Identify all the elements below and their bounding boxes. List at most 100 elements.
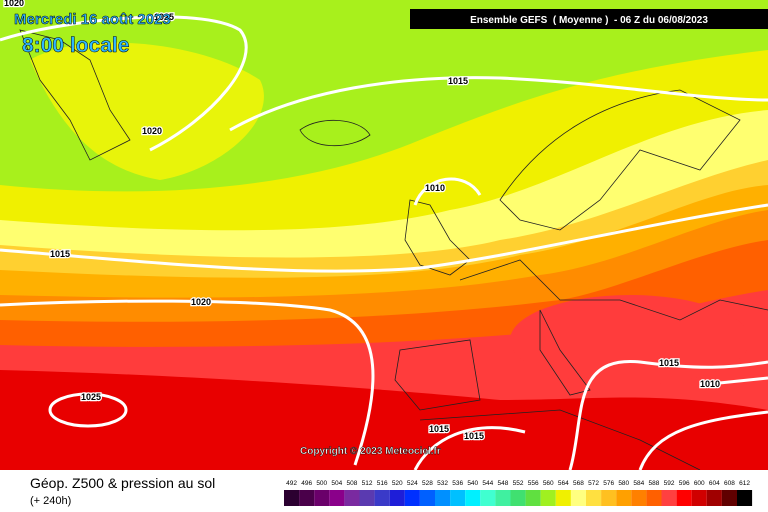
legend-swatch <box>601 490 617 506</box>
legend-label: 508 <box>347 480 358 487</box>
legend-swatch <box>344 490 360 506</box>
isobar-label: 1020 <box>4 0 24 8</box>
forecast-time: 8:00 locale <box>22 34 129 57</box>
legend-label: 504 <box>331 480 342 487</box>
legend-swatch <box>540 490 556 506</box>
forecast-date: Mercredi 16 août 2023 <box>14 11 171 28</box>
legend-swatch <box>389 490 405 506</box>
isobar-label: 1025 <box>154 12 174 22</box>
legend-swatch <box>691 490 707 506</box>
isobar <box>638 410 768 471</box>
legend-label: 500 <box>316 480 327 487</box>
coastline <box>394 259 768 471</box>
isobar-label: 1015 <box>464 431 484 441</box>
legend-label: 596 <box>679 480 690 487</box>
legend-label: 496 <box>301 480 312 487</box>
coastline <box>19 29 131 161</box>
legend-label: 528 <box>422 480 433 487</box>
color-legend: 492 496 500 504 508 512 516 520 524 528 532 536 540 5… <box>284 480 753 506</box>
isobar-label: 1010 <box>700 379 720 389</box>
footer-title: Géop. Z500 & pression au sol <box>30 475 215 491</box>
isobar-labels: 1020 1025 1020 1015 1010 1015 1020 1025 1015 1015… <box>3 0 722 442</box>
legend-label: 520 <box>392 480 403 487</box>
legend-label: 540 <box>467 480 478 487</box>
isobar <box>48 392 128 428</box>
legend-label: 584 <box>633 480 644 487</box>
legend-swatch <box>646 490 662 506</box>
legend-swatch <box>495 490 511 506</box>
legend-swatch <box>419 490 435 506</box>
legend-swatch <box>616 490 632 506</box>
legend-swatch <box>465 490 481 506</box>
coastline <box>299 119 371 147</box>
legend-swatch <box>435 490 451 506</box>
isobar <box>0 15 248 152</box>
legend-swatch <box>450 490 466 506</box>
legend-swatch <box>299 490 315 506</box>
copyright: Copyright © 2023 Meteociel.fr <box>300 446 441 457</box>
legend-swatch <box>586 490 602 506</box>
isobar-label: 1015 <box>429 424 449 434</box>
legend-swatch <box>721 490 737 506</box>
legend-swatch <box>480 490 496 506</box>
legend-label: 608 <box>724 480 735 487</box>
legend-label: 592 <box>664 480 675 487</box>
legend-label: 572 <box>588 480 599 487</box>
coastlines <box>19 29 768 471</box>
legend-label: 580 <box>618 480 629 487</box>
legend-label: 536 <box>452 480 463 487</box>
legend-label: 600 <box>694 480 705 487</box>
legend-swatch <box>284 490 300 506</box>
isobar <box>413 177 482 206</box>
isobar-label: 1020 <box>142 126 162 136</box>
isobar-label: 1020 <box>191 297 211 307</box>
legend-label: 544 <box>482 480 493 487</box>
legend-swatch <box>737 490 753 506</box>
legend-swatch <box>374 490 390 506</box>
isobar-label: 1010 <box>425 183 445 193</box>
legend-label: 492 <box>286 480 297 487</box>
isobar <box>0 203 768 273</box>
legend-label: 548 <box>498 480 509 487</box>
coastline <box>404 199 471 276</box>
run-info: Ensemble GEFS ( Moyenne ) - 06 Z du 06/0… <box>470 15 708 26</box>
legend-swatch <box>525 490 541 506</box>
isobars <box>0 15 768 471</box>
legend-label: 560 <box>543 480 554 487</box>
legend-label: 524 <box>407 480 418 487</box>
footer-subtitle: (+ 240h) <box>30 495 71 507</box>
legend-label: 532 <box>437 480 448 487</box>
band <box>510 295 750 385</box>
legend-label: 588 <box>649 480 660 487</box>
isobar-label: 1025 <box>81 392 101 402</box>
coastline <box>499 89 741 231</box>
legend-swatch <box>706 490 722 506</box>
isobar-label: 1015 <box>448 76 468 86</box>
legend-swatch <box>359 490 375 506</box>
legend-label: 512 <box>362 480 373 487</box>
legend-label: 516 <box>377 480 388 487</box>
legend-swatch <box>555 490 571 506</box>
isobar-label: 1015 <box>50 249 70 259</box>
band <box>30 42 264 180</box>
isobar <box>699 376 768 387</box>
legend-label: 604 <box>709 480 720 487</box>
legend-label: 552 <box>513 480 524 487</box>
legend-swatch <box>661 490 677 506</box>
isobar <box>413 426 526 471</box>
legend-swatch <box>404 490 420 506</box>
field-bands <box>0 0 768 470</box>
isobar <box>0 299 375 466</box>
isobar-label: 1015 <box>659 358 679 368</box>
run-box <box>410 9 768 29</box>
isobar <box>568 360 768 471</box>
legend-swatch <box>314 490 330 506</box>
legend-label: 576 <box>603 480 614 487</box>
legend-label: 568 <box>573 480 584 487</box>
legend-label: 612 <box>739 480 750 487</box>
legend-swatch <box>510 490 526 506</box>
isobar <box>229 76 768 132</box>
legend-label: 556 <box>528 480 539 487</box>
legend-swatch <box>631 490 647 506</box>
